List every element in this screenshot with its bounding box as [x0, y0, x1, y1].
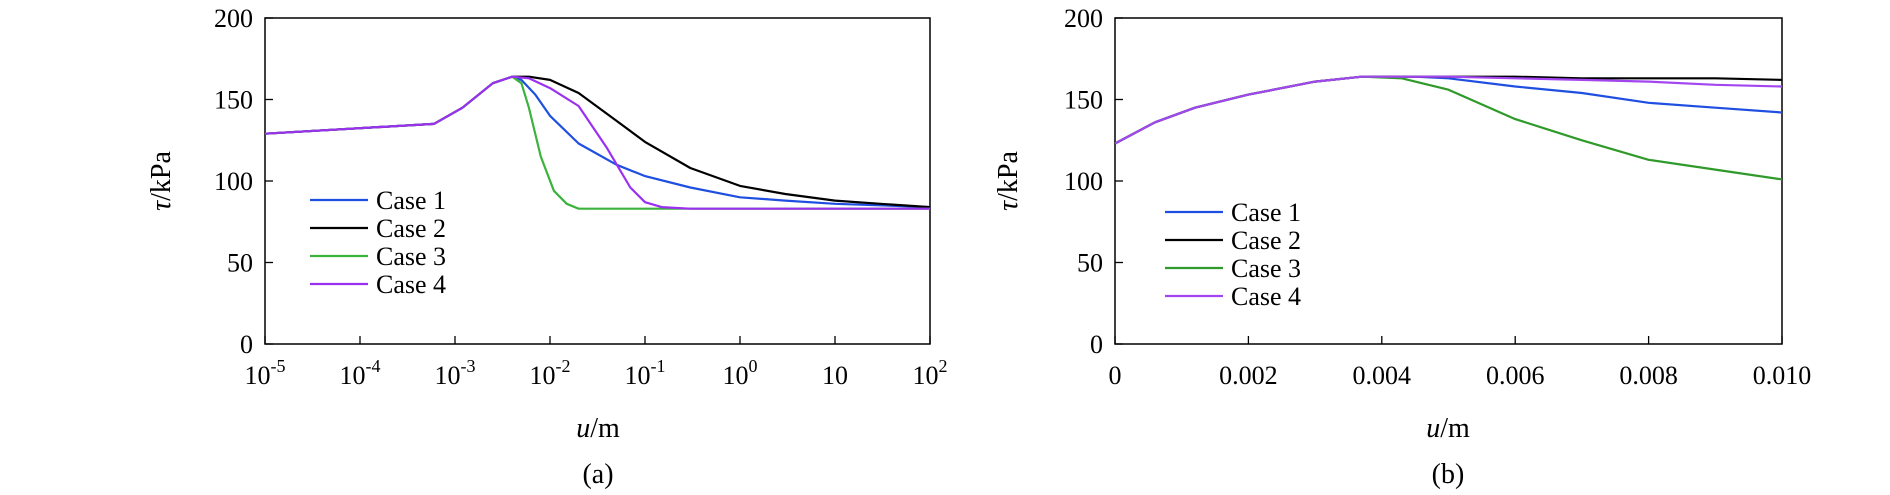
x-axis-label: u/m: [1426, 413, 1470, 444]
y-tick-label: 150: [1064, 86, 1103, 115]
y-tick-label: 200: [214, 4, 253, 33]
x-axis-label: u/m: [576, 413, 620, 444]
x-tick-label: 100: [723, 356, 758, 390]
y-tick-label: 100: [1064, 167, 1103, 196]
series-line-case-1: [265, 75, 930, 209]
x-tick-label: 10: [822, 361, 848, 390]
legend-label: Case 1: [1231, 198, 1301, 227]
x-tick-label: 10-5: [245, 356, 286, 390]
legend-label: Case 4: [376, 270, 446, 299]
legend-label: Case 4: [1231, 282, 1301, 311]
series-line-case-1: [1115, 75, 1782, 145]
y-tick-label: 200: [1064, 4, 1103, 33]
y-axis-label: τ/kPa: [993, 151, 1024, 211]
plot-frame: [264, 17, 931, 345]
series-line-case-4: [265, 75, 930, 210]
panel-label: (a): [582, 459, 613, 490]
y-tick-label: 0: [1090, 330, 1103, 359]
legend-label: Case 2: [376, 214, 446, 243]
legend-label: Case 2: [1231, 226, 1301, 255]
x-tick-label: 0.006: [1486, 361, 1545, 390]
x-tick-label: 0.004: [1353, 361, 1412, 390]
legend-label: Case 3: [376, 242, 446, 271]
y-tick-label: 50: [227, 249, 253, 278]
y-tick-label: 150: [214, 86, 253, 115]
chart-panel-1: 0 50 100 150 200 10-5 10-4 10-3 10-2 10-1 100 10 102…: [146, 4, 948, 490]
chart-panel-2: 0 50 100 150 200 0 0.002 0.004 0.006 0.008 0.010 u/…: [993, 4, 1811, 490]
x-tick-label: 0: [1109, 361, 1122, 390]
x-tick-label: 0.010: [1753, 361, 1812, 390]
y-axis-label: τ/kPa: [146, 151, 177, 211]
legend-label: Case 3: [1231, 254, 1301, 283]
series-line-case-3: [1115, 75, 1782, 181]
y-tick-label: 100: [214, 167, 253, 196]
x-tick-label: 0.008: [1619, 361, 1678, 390]
x-tick-label: 10-4: [340, 356, 381, 390]
x-tick-label: 10-1: [625, 356, 666, 390]
series-line-case-2: [1115, 75, 1782, 145]
series-line-case-3: [265, 75, 930, 210]
legend-label: Case 1: [376, 186, 446, 215]
panel-label: (b): [1432, 459, 1465, 490]
x-tick-label: 0.002: [1219, 361, 1278, 390]
y-tick-label: 0: [240, 330, 253, 359]
y-tick-label: 50: [1077, 249, 1103, 278]
series-line-case-4: [1115, 75, 1782, 145]
x-tick-label: 10-3: [435, 356, 476, 390]
series-line-case-2: [265, 75, 930, 209]
x-tick-label: 10-2: [530, 356, 571, 390]
x-tick-label: 102: [913, 356, 948, 390]
